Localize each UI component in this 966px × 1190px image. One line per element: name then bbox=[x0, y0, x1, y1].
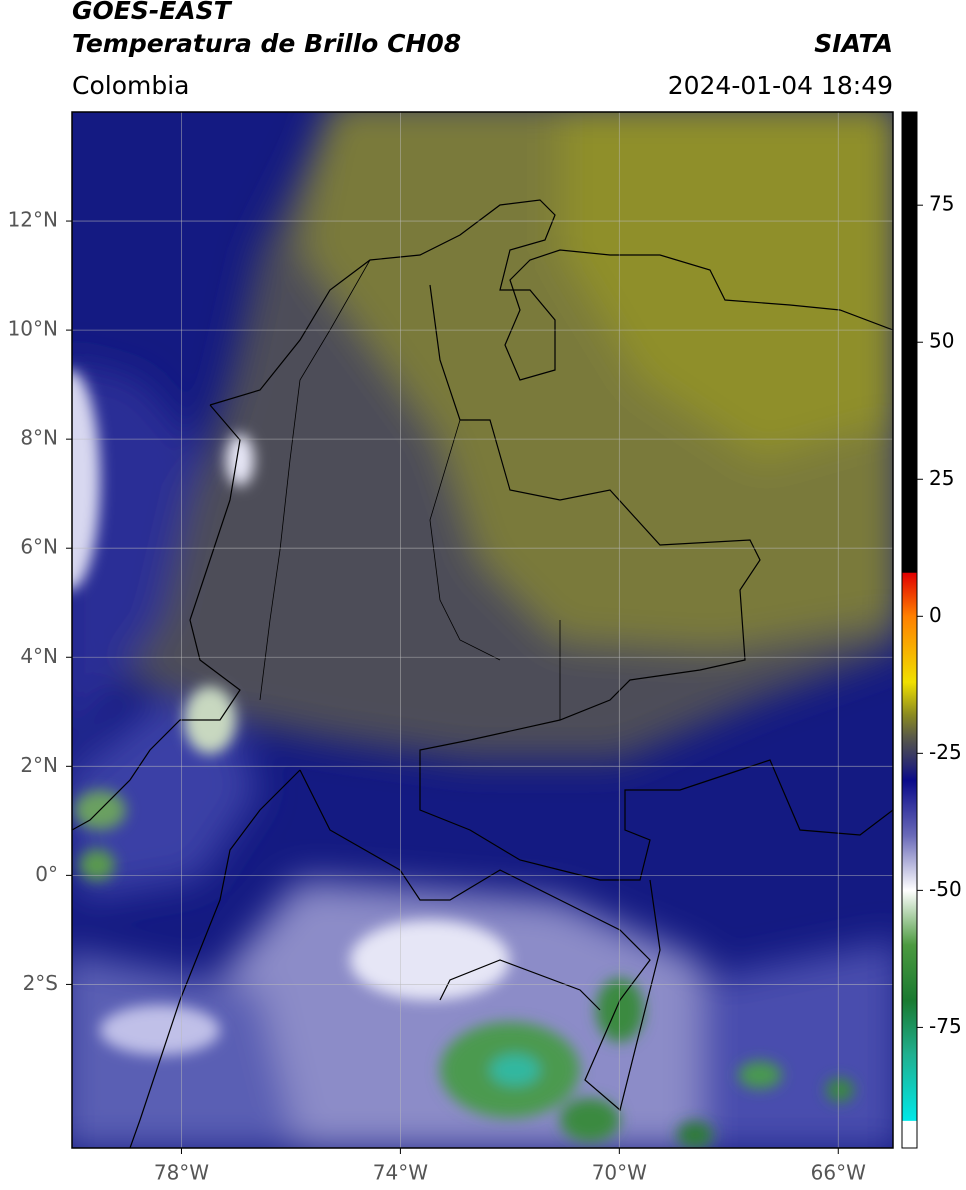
y-tick-label: 0° bbox=[35, 862, 58, 886]
borders bbox=[72, 199, 893, 1148]
colorbar-tick-label: 50 bbox=[929, 329, 954, 353]
colorbar-tick-label: 25 bbox=[929, 466, 954, 490]
source: GOES-EAST bbox=[72, 0, 233, 25]
colorbar-tick-label: -25 bbox=[929, 740, 962, 764]
y-tick-label: 2°N bbox=[20, 753, 58, 777]
region: Colombia bbox=[72, 71, 189, 100]
y-tick-label: 8°N bbox=[20, 426, 58, 450]
y-tick-label: 2°S bbox=[23, 971, 58, 995]
y-tick-label: 4°N bbox=[20, 644, 58, 668]
credit: SIATA bbox=[814, 29, 893, 58]
x-tick-label: 70°W bbox=[592, 1161, 647, 1185]
colorbar-tick-label: 75 bbox=[929, 192, 954, 216]
x-tick-label: 74°W bbox=[373, 1161, 428, 1185]
y-tick-label: 12°N bbox=[8, 208, 58, 232]
product: Temperatura de Brillo CH08 bbox=[72, 29, 461, 58]
y-tick-label: 10°N bbox=[8, 317, 58, 341]
map-frame bbox=[71, 111, 894, 1149]
x-tick-label: 78°W bbox=[154, 1161, 209, 1185]
x-tick-label: 66°W bbox=[811, 1161, 866, 1185]
colorbar-tick-label: 0 bbox=[929, 603, 942, 627]
satellite-image bbox=[72, 112, 893, 1148]
graticule bbox=[66, 112, 893, 1154]
colorbar-tick-label: -75 bbox=[929, 1014, 962, 1038]
colorbar: 75 50 25 0 -25 -50 -75 bbox=[901, 111, 962, 1149]
colorbar-tick-label: -50 bbox=[929, 877, 962, 901]
colorbar-scale bbox=[901, 111, 918, 1149]
y-tick-label: 6°N bbox=[20, 535, 58, 559]
timestamp: 2024-01-04 18:49 bbox=[668, 71, 893, 100]
